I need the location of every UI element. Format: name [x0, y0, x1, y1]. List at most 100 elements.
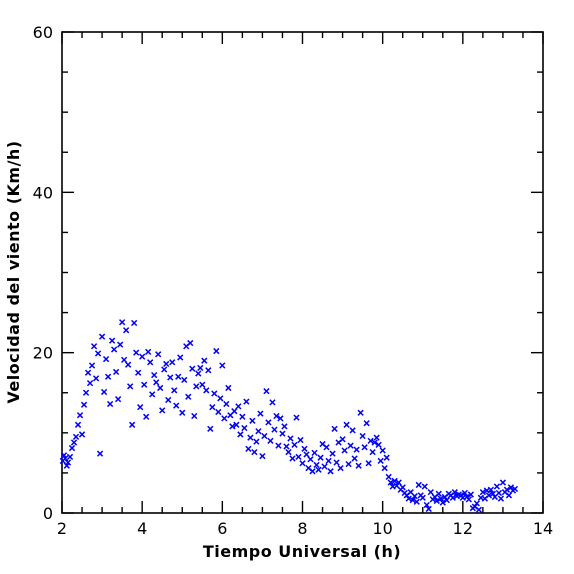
data-point	[279, 430, 286, 437]
data-point	[423, 501, 430, 509]
data-point	[511, 485, 519, 493]
data-point	[241, 424, 248, 432]
data-point	[473, 500, 480, 507]
data-point	[373, 434, 380, 441]
data-point	[333, 459, 340, 466]
data-point	[66, 453, 74, 461]
data-point	[265, 419, 272, 426]
data-point	[299, 460, 306, 467]
data-point	[395, 479, 402, 486]
data-point	[86, 379, 94, 387]
data-point	[421, 483, 428, 490]
data-point	[437, 495, 444, 502]
data-point	[289, 455, 296, 462]
data-point	[185, 393, 192, 400]
data-point	[155, 351, 162, 358]
data-point	[125, 361, 132, 368]
data-point	[151, 371, 158, 379]
data-points	[59, 319, 519, 513]
data-point	[269, 399, 276, 406]
data-point	[201, 357, 208, 364]
data-point	[163, 360, 170, 368]
data-point	[287, 435, 294, 442]
data-point	[411, 493, 418, 500]
data-point	[311, 449, 318, 457]
data-point	[273, 412, 280, 420]
data-point	[195, 370, 202, 377]
data-point	[413, 498, 420, 505]
data-point	[257, 410, 264, 417]
data-point	[90, 343, 98, 350]
data-point	[313, 461, 320, 469]
data-point	[349, 427, 356, 434]
data-point	[443, 497, 450, 504]
data-point	[425, 505, 432, 513]
data-point	[255, 428, 262, 435]
data-point	[187, 339, 194, 347]
data-point	[295, 453, 302, 461]
data-point	[231, 408, 238, 415]
data-point	[127, 383, 134, 390]
data-point	[249, 417, 256, 424]
data-point	[199, 381, 206, 388]
plot-frame	[61, 31, 544, 514]
data-point	[353, 446, 360, 453]
data-point	[98, 333, 106, 340]
data-point	[347, 442, 354, 449]
data-point	[345, 460, 352, 468]
x-tick-label: 2	[57, 519, 67, 538]
data-point	[239, 413, 246, 420]
data-point	[225, 384, 232, 392]
data-point	[165, 396, 172, 404]
data-point	[367, 437, 374, 444]
data-point	[405, 495, 412, 502]
data-point	[475, 506, 482, 513]
data-point	[261, 432, 268, 440]
data-point	[365, 460, 372, 467]
data-point	[209, 404, 216, 411]
data-point	[499, 479, 507, 486]
data-point	[259, 452, 266, 460]
data-point	[291, 441, 298, 448]
data-point	[263, 388, 270, 395]
data-point	[149, 391, 156, 398]
data-point	[497, 495, 505, 502]
x-tick-label: 10	[372, 519, 392, 538]
data-point	[70, 439, 78, 446]
data-point	[108, 337, 116, 344]
data-point	[84, 369, 92, 376]
data-point	[72, 433, 80, 440]
data-point	[215, 408, 222, 416]
data-point	[391, 477, 398, 485]
y-axis-label: Velocidad del viento (Km/h)	[4, 140, 23, 403]
data-point	[307, 456, 314, 463]
data-point	[104, 373, 112, 380]
data-point	[383, 454, 390, 461]
data-point	[223, 400, 230, 408]
x-tick-label: 6	[217, 519, 227, 538]
data-point	[415, 481, 422, 489]
data-point	[387, 479, 394, 486]
data-point	[141, 381, 148, 388]
data-point	[161, 366, 168, 373]
data-point	[253, 438, 260, 445]
data-point	[301, 445, 308, 452]
data-point	[78, 431, 86, 438]
data-point	[197, 364, 204, 372]
data-point	[369, 448, 376, 456]
data-point	[439, 499, 446, 506]
data-point	[331, 425, 338, 432]
x-axis-label: Tiempo Universal (h)	[203, 542, 401, 561]
data-point	[363, 420, 370, 427]
y-tick-label: 40	[33, 183, 53, 202]
data-point	[131, 319, 138, 327]
data-point	[229, 423, 236, 430]
data-point	[245, 445, 252, 452]
data-point	[479, 489, 487, 496]
data-point	[123, 327, 130, 334]
data-point	[467, 491, 474, 498]
data-point	[110, 346, 118, 353]
data-point	[315, 466, 322, 473]
data-point	[303, 451, 310, 458]
